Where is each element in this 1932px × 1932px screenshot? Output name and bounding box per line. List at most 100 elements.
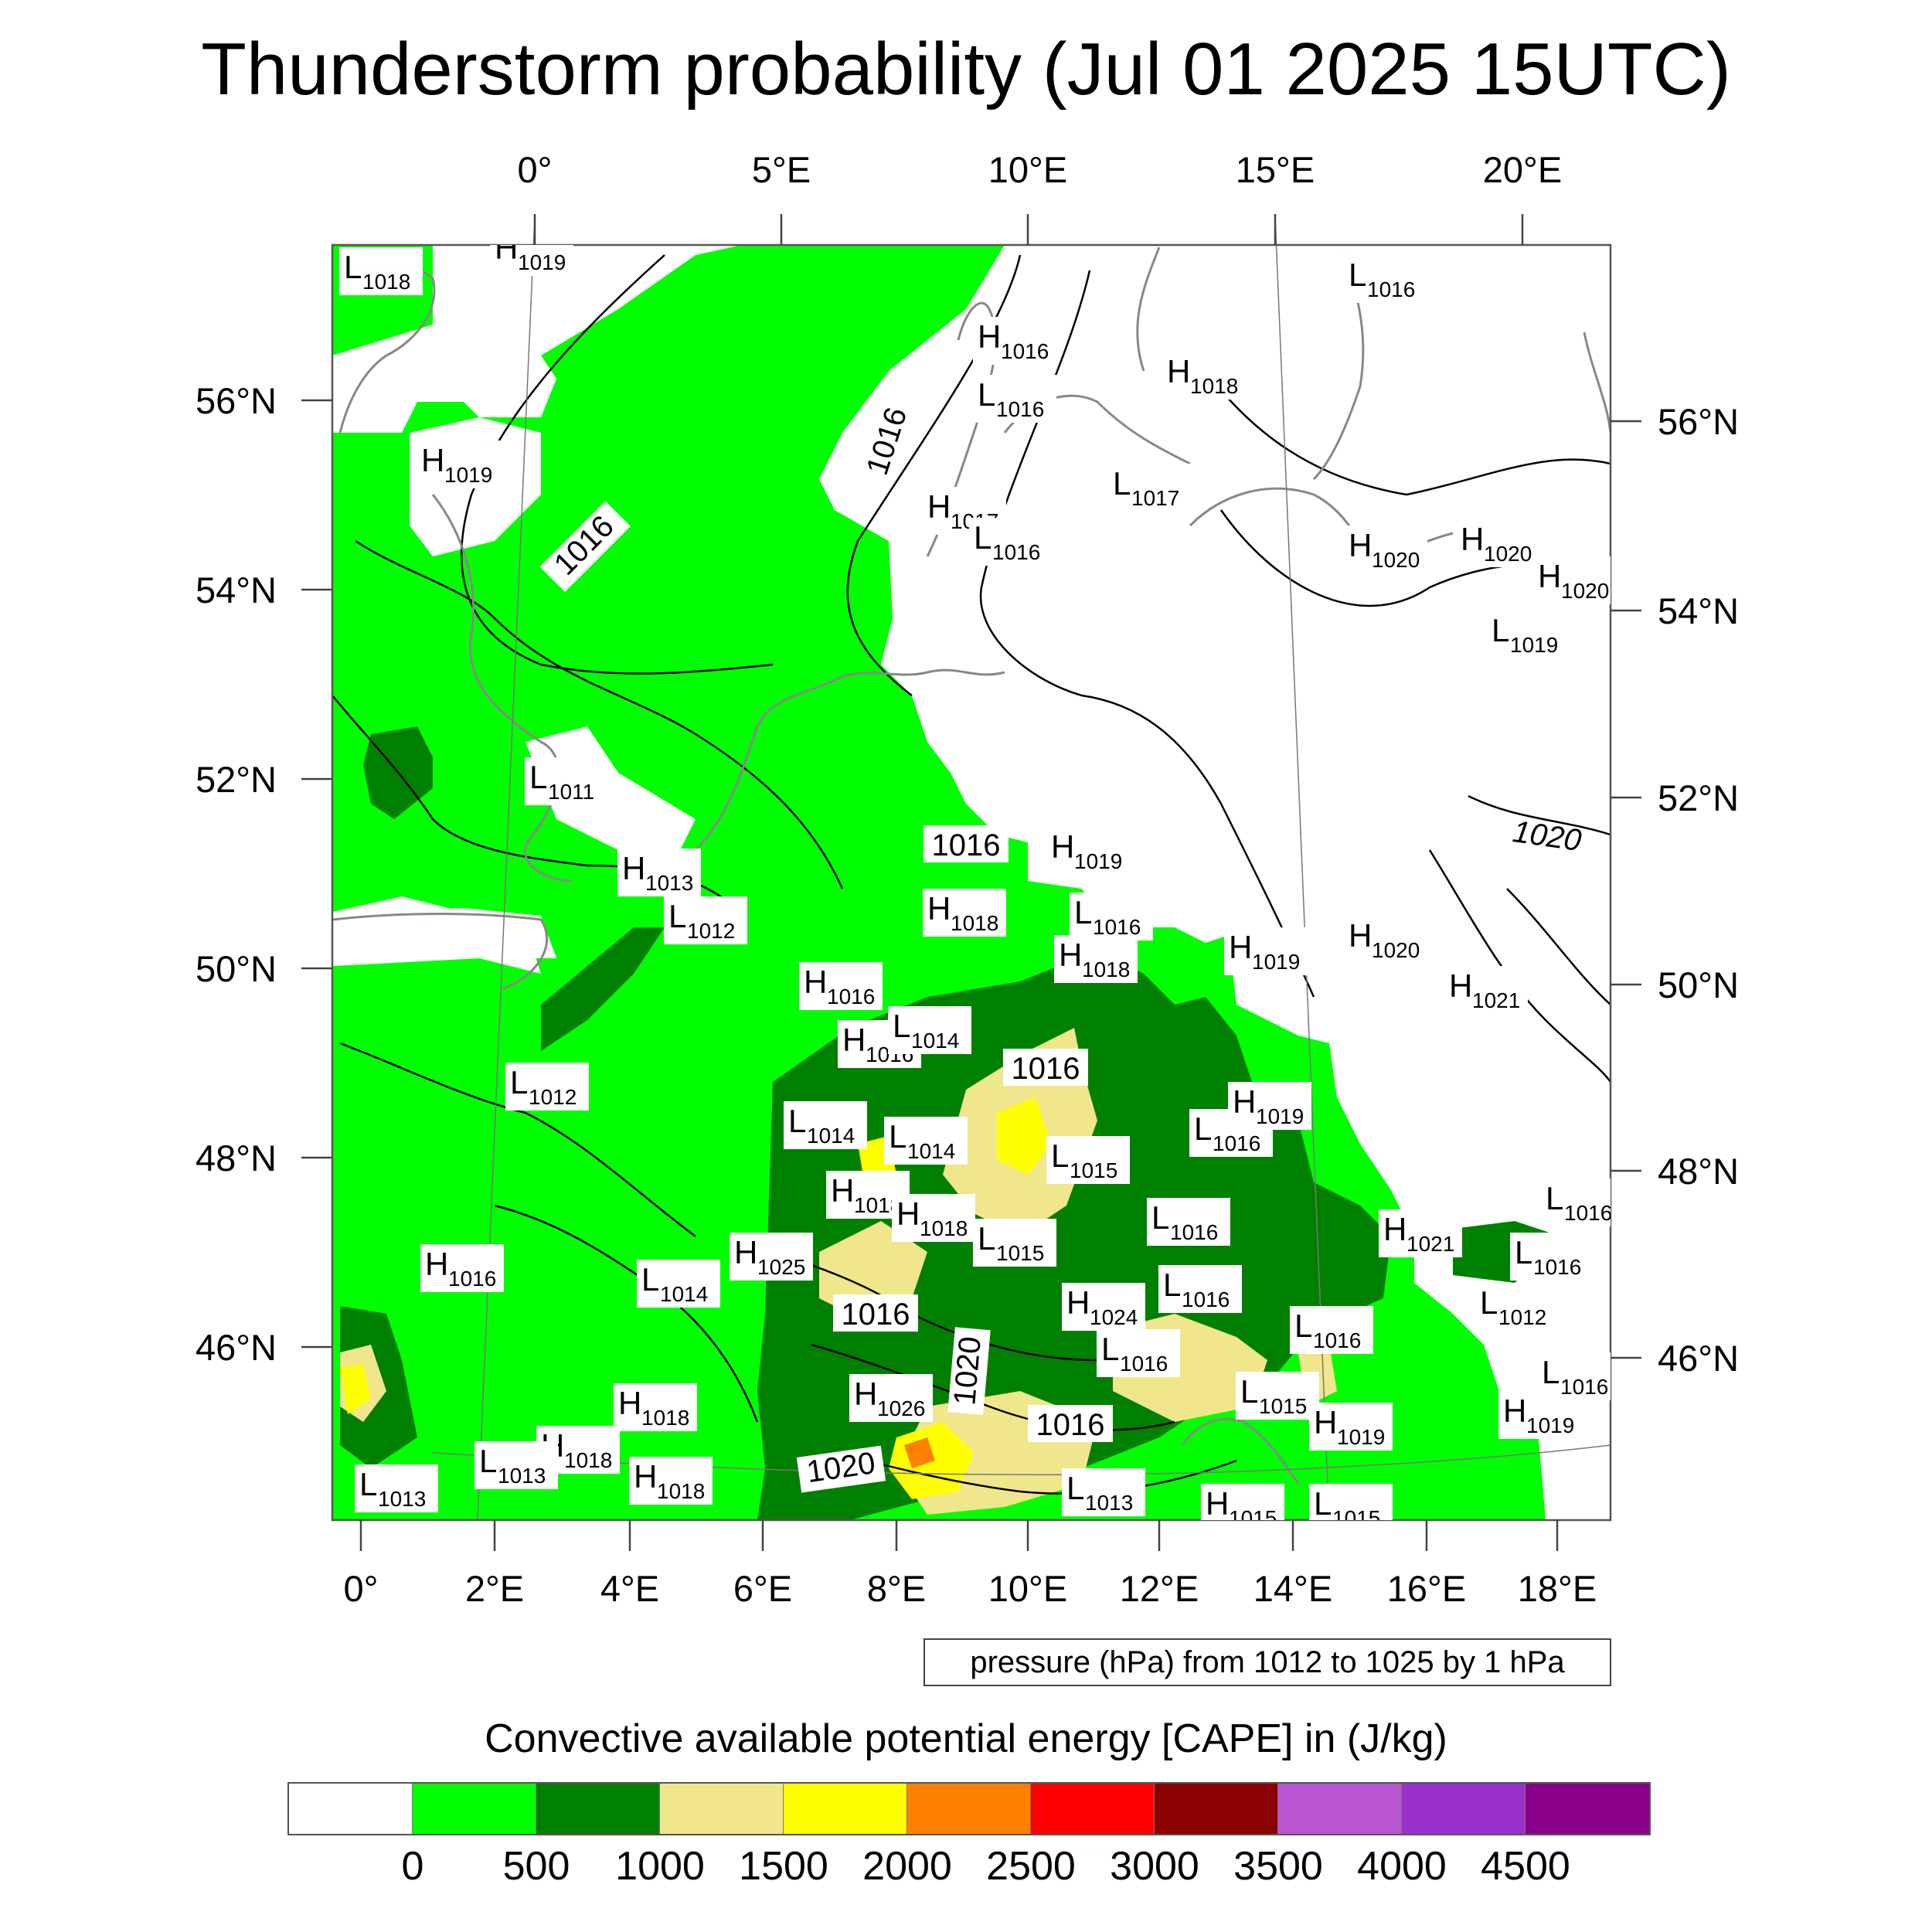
bottom-lon-label: 10°E xyxy=(988,1568,1067,1609)
pressure-center-labels: L1018H1019L1016H1016L1016H1018H1019H1017… xyxy=(339,245,1611,1522)
left-lat-label: 50°N xyxy=(196,948,277,989)
pressure-center-value: 1020 xyxy=(1372,548,1420,572)
pressure-center-value: 1015 xyxy=(1259,1394,1307,1418)
high-pressure-center: H 1026 xyxy=(849,1374,933,1422)
high-pressure-center: H 1016 xyxy=(799,962,883,1010)
pressure-center-value: 1019 xyxy=(1252,950,1300,974)
right-lat-label: 46°N xyxy=(1658,1338,1739,1379)
pressure-center-letter: H xyxy=(734,1234,757,1270)
high-pressure-center: H 1020 xyxy=(1533,556,1611,604)
contour-label: 1016 xyxy=(842,1298,910,1332)
pressure-center-value: 1020 xyxy=(1561,579,1609,603)
pressure-center-value: 1016 xyxy=(996,397,1044,421)
pressure-center-letter: L xyxy=(1546,1180,1563,1216)
low-pressure-center: L 1016 xyxy=(1290,1306,1373,1354)
low-pressure-center: L 1016 xyxy=(969,518,1053,566)
top-lon-label: 5°E xyxy=(752,149,811,190)
contour-label: 1020 xyxy=(947,1335,988,1406)
pressure-center-value: 1015 xyxy=(1070,1158,1117,1182)
pressure-center-value: 1019 xyxy=(1256,1104,1304,1128)
low-pressure-center: L 1013 xyxy=(474,1441,558,1489)
colorbar-swatch xyxy=(1278,1784,1402,1834)
top-lon-label: 10°E xyxy=(988,149,1067,190)
high-pressure-center: H 1016 xyxy=(420,1244,504,1292)
pressure-center-value: 1015 xyxy=(996,1241,1044,1265)
pressure-center-letter: H xyxy=(1503,1393,1526,1429)
pressure-center-letter: L xyxy=(344,249,362,285)
bottom-lon-label: 12°E xyxy=(1120,1568,1199,1609)
pressure-center-value: 1016 xyxy=(1170,1220,1218,1244)
pressure-center-value: 1016 xyxy=(1367,277,1415,301)
pressure-center-letter: H xyxy=(854,1376,877,1412)
pressure-center-letter: H xyxy=(978,318,1001,355)
pressure-center-letter: H xyxy=(425,1246,448,1282)
colorbar-tick-label: 3000 xyxy=(1110,1844,1199,1889)
pressure-center-letter: L xyxy=(1240,1373,1258,1410)
right-lat-label: 56°N xyxy=(1658,401,1739,442)
pressure-center-letter: H xyxy=(1059,937,1082,973)
right-lat-label: 50°N xyxy=(1658,964,1739,1005)
contour-label: 1016 xyxy=(932,828,1001,862)
pressure-center-letter: L xyxy=(974,519,992,556)
bottom-lon-label: 6°E xyxy=(733,1568,792,1609)
right-lat-label: 52°N xyxy=(1658,777,1739,818)
low-pressure-center: L 1016 xyxy=(1344,255,1427,303)
pressure-center-value: 1016 xyxy=(1560,1375,1608,1399)
pressure-center-value: 1014 xyxy=(907,1139,955,1163)
pressure-center-value: 1013 xyxy=(378,1487,426,1511)
pressure-center-value: 1013 xyxy=(645,871,693,895)
pressure-center-letter: L xyxy=(1314,1485,1332,1522)
colorbar-tick-label: 2500 xyxy=(986,1844,1076,1889)
right-lat-label: 54°N xyxy=(1658,590,1739,631)
high-pressure-center: H 1025 xyxy=(730,1233,813,1281)
pressure-center-letter: H xyxy=(1449,968,1472,1004)
colorbar-swatch xyxy=(536,1784,660,1834)
high-pressure-center: H 1019 xyxy=(1046,827,1130,875)
high-pressure-center: H 1020 xyxy=(1344,916,1427,964)
pressure-center-letter: L xyxy=(479,1443,497,1479)
low-pressure-center: L 1014 xyxy=(784,1101,867,1149)
pressure-center-letter: L xyxy=(510,1064,528,1100)
bottom-lon-label: 16°E xyxy=(1387,1568,1466,1609)
pressure-center-letter: L xyxy=(1492,612,1509,648)
pressure-center-letter: L xyxy=(529,759,547,795)
low-pressure-center: L 1014 xyxy=(637,1260,720,1308)
high-pressure-center: H 1016 xyxy=(973,317,1056,365)
pressure-center-letter: L xyxy=(889,1118,906,1155)
low-pressure-center: L 1014 xyxy=(884,1117,968,1165)
colorbar-tick-label: 4500 xyxy=(1481,1844,1570,1889)
map-title: Thunderstorm probability (Jul 01 2025 15… xyxy=(201,28,1731,111)
colorbar-swatch xyxy=(289,1784,413,1834)
low-pressure-center: L 1012 xyxy=(505,1063,589,1111)
pressure-center-value: 1021 xyxy=(1472,988,1520,1012)
top-lon-label: 15°E xyxy=(1236,149,1315,190)
colorbar-swatch xyxy=(784,1784,907,1834)
low-pressure-center: L 1017 xyxy=(1108,464,1192,512)
low-pressure-center: L 1016 xyxy=(1541,1179,1611,1226)
left-lat-label: 48°N xyxy=(196,1138,277,1179)
pressure-center-value: 1018 xyxy=(951,911,998,935)
bottom-lon-label: 2°E xyxy=(465,1568,524,1609)
pressure-center-letter: L xyxy=(1194,1111,1212,1147)
low-pressure-center: L 1012 xyxy=(1475,1283,1559,1331)
colorbar-swatch xyxy=(1155,1784,1278,1834)
low-pressure-center: L 1019 xyxy=(1487,611,1570,658)
pressure-center-letter: H xyxy=(618,1385,641,1421)
pressure-center-letter: L xyxy=(1113,465,1131,502)
colorbar-swatch xyxy=(413,1784,536,1834)
pressure-caption: pressure (hPa) from 1012 to 1025 by 1 hP… xyxy=(923,1638,1611,1686)
high-pressure-center: H 1019 xyxy=(490,245,573,276)
bottom-lon-labels: 0° 2°E 4°E 6°E 8°E 10°E 12°E 14°E 16°E 1… xyxy=(344,1568,1597,1609)
pressure-center-value: 1016 xyxy=(448,1267,496,1291)
pressure-center-value: 1014 xyxy=(911,1029,959,1053)
high-pressure-center: H 1021 xyxy=(1379,1209,1462,1257)
high-pressure-center: H 1020 xyxy=(1344,526,1427,573)
top-lon-label: 0° xyxy=(518,149,553,190)
high-pressure-center: H 1019 xyxy=(1309,1403,1393,1451)
top-lon-label: 20°E xyxy=(1483,149,1562,190)
colorbar-tick-label: 1000 xyxy=(615,1844,705,1889)
